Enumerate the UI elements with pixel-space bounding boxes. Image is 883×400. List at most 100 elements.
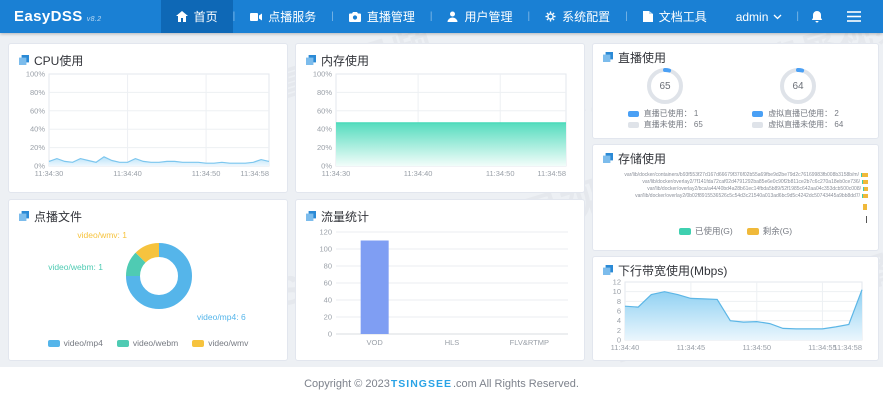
panel-live-title: 直播使用	[603, 50, 868, 65]
storage-scrollbar-thumb[interactable]	[865, 216, 867, 223]
legend-label: video/wmv	[208, 338, 249, 348]
svg-text:video/webm: 1: video/webm: 1	[48, 262, 103, 272]
gauge-legend-label: 虚拟直播未使用： 64	[768, 120, 844, 129]
svg-text:11:34:50: 11:34:50	[192, 169, 221, 178]
gauge-block: 65 直播已使用： 1 直播未使用： 65	[627, 66, 703, 130]
svg-text:60%: 60%	[30, 106, 45, 115]
user-menu-admin[interactable]: admin	[722, 0, 797, 33]
legend-item[interactable]: 已使用(G)	[678, 225, 733, 237]
menu-icon[interactable]	[835, 0, 873, 33]
svg-text:HLS: HLS	[445, 338, 460, 347]
column-left: CPU使用 0% 20% 40% 60% 80% 100% 11:34:30 11:34:40…	[8, 43, 288, 361]
legend-swatch	[627, 110, 639, 117]
svg-text:11:34:45: 11:34:45	[677, 343, 706, 352]
panel-vod-files: 点播文件 video/mp4: 6 video/webm: 1 video/wmv:…	[8, 199, 288, 361]
nav-item-label: 直播管理	[366, 10, 415, 24]
svg-text:40%: 40%	[30, 125, 45, 134]
column-middle: 内存使用 0% 20% 40% 60% 80% 100% 11:34:30 11:34:40 1…	[295, 43, 585, 361]
footer: Copyright © 2023 TSINGSEE .com All Right…	[0, 367, 883, 400]
legend-item[interactable]: 剩余(G)	[746, 225, 792, 237]
storage-row: /var/lib/docker/overlay2/0b02f8915536526…	[603, 192, 868, 199]
panel-traffic-stats: 流量统计 0 20 40 60 80 100 120 VOD HLS FLV&RTMP	[295, 199, 585, 361]
nav-item-label: 首页	[193, 10, 218, 24]
panel-bandwidth-title: 下行带宽使用(Mbps)	[603, 263, 868, 278]
svg-text:video/wmv: 1: video/wmv: 1	[77, 230, 127, 240]
copyright-text: Copyright © 2023	[304, 377, 390, 390]
nav-divider: |	[527, 11, 531, 22]
svg-text:0: 0	[328, 330, 332, 339]
svg-text:11:34:30: 11:34:30	[35, 169, 64, 178]
legend-label: 已使用(G)	[694, 226, 733, 236]
svg-text:100: 100	[319, 245, 332, 254]
app-logo[interactable]: EasyDSS v8.2	[0, 0, 116, 33]
legend-swatch	[678, 227, 691, 235]
panel-traffic-title: 流量统计	[306, 208, 574, 224]
document-icon	[642, 11, 653, 22]
svg-text:2: 2	[617, 326, 621, 335]
nav-item-vod[interactable]: 点播服务	[235, 0, 331, 33]
panel-icon	[19, 55, 29, 65]
storage-path-label: /var/lib/docker/overlay2/7f141fda72caf02…	[642, 178, 860, 185]
nav-item-users[interactable]: 用户管理	[432, 0, 527, 33]
svg-text:0: 0	[617, 336, 621, 345]
nav-item-docs[interactable]: 文档工具	[628, 0, 722, 33]
memory-usage-chart: 0% 20% 40% 60% 80% 100% 11:34:30 11:34:40 11:34:…	[313, 70, 567, 178]
panel-icon	[603, 52, 613, 62]
nav-divider: |	[796, 11, 799, 22]
bell-icon[interactable]	[799, 0, 835, 33]
storage-scroll-marks	[603, 204, 868, 223]
svg-text:20: 20	[324, 313, 332, 322]
nav-item-label: 系统配置	[562, 10, 611, 24]
svg-text:8: 8	[617, 297, 621, 306]
nav-item-home[interactable]: 首页	[160, 0, 233, 33]
app-version: v8.2	[86, 16, 102, 23]
legend-item[interactable]: video/webm	[116, 338, 179, 348]
storage-bar	[862, 193, 868, 198]
svg-text:11:34:58: 11:34:58	[240, 169, 269, 178]
legend-label: video/webm	[132, 338, 179, 348]
svg-text:60: 60	[324, 279, 332, 288]
app-title: EasyDSS	[14, 8, 83, 25]
nav-divider: |	[331, 11, 334, 22]
top-navbar: EasyDSS v8.2 首页 | 点播服务 | 直播管理 | 用户管理 | 系统配置 | 文档工具…	[0, 0, 883, 33]
gauge-legend-row: 虚拟直播未使用： 64	[752, 119, 843, 130]
legend-swatch	[746, 227, 759, 235]
live-usage-gauges: 65 直播已使用： 1 直播未使用： 65 64 虚拟直播已使用： 2 虚拟直播未使用： …	[603, 66, 868, 130]
svg-text:20%: 20%	[30, 143, 45, 152]
legend-item[interactable]: video/wmv	[192, 338, 248, 348]
legend-item[interactable]: video/mp4	[47, 338, 103, 348]
gauge-block: 64 虚拟直播已使用： 2 虚拟直播未使用： 64	[752, 66, 843, 130]
cpu-usage-chart: 0% 20% 40% 60% 80% 100% 11:34:30 11:34:40 11:34:…	[26, 70, 270, 178]
svg-text:100%: 100%	[26, 70, 46, 79]
svg-text:11:34:40: 11:34:40	[404, 169, 433, 178]
nav-item-live[interactable]: 直播管理	[334, 0, 430, 33]
panel-bandwidth: 下行带宽使用(Mbps) 0 2 4 6 8 10 12 11:34:40 11:34:45 11…	[592, 256, 879, 361]
svg-text:65: 65	[660, 81, 672, 92]
panel-title-text: CPU使用	[34, 53, 84, 68]
traffic-bar-chart: 0 20 40 60 80 100 120 VOD HLS FLV&RTMP	[319, 228, 568, 347]
panel-icon	[603, 265, 613, 275]
svg-text:10: 10	[613, 287, 621, 296]
svg-text:11:34:55: 11:34:55	[808, 343, 837, 352]
storage-row: /var/lib/docker/overlay2/bca/a44/40bd4a2…	[603, 185, 868, 192]
svg-text:80%: 80%	[30, 88, 45, 97]
panel-icon	[603, 153, 613, 163]
svg-text:4: 4	[617, 316, 621, 325]
panel-cpu-usage: CPU使用 0% 20% 40% 60% 80% 100% 11:34:30 11:34:40…	[8, 43, 288, 193]
storage-path-label: /var/lib/docker/overlay2/bca/a44/40bd4a2…	[647, 185, 861, 192]
column-right: 直播使用 65 直播已使用： 1 直播未使用： 65 64 虚拟直播已使用： 2 虚拟直播…	[592, 43, 879, 361]
svg-text:11:34:50: 11:34:50	[742, 343, 771, 352]
nav-divider: |	[232, 11, 236, 22]
storage-row: /var/lib/docker/containers/b93f553f27d16…	[603, 171, 868, 178]
panel-cpu-title: CPU使用	[19, 52, 277, 68]
legend-swatch	[627, 121, 639, 128]
legend-swatch	[752, 110, 764, 117]
gauge-legend: 虚拟直播已使用： 2 虚拟直播未使用： 64	[752, 108, 843, 130]
panel-title-text: 流量统计	[321, 209, 370, 224]
legend-swatch	[192, 339, 205, 347]
svg-text:0%: 0%	[321, 162, 332, 171]
nav-item-system[interactable]: 系统配置	[530, 0, 625, 33]
gauge-legend: 直播已使用： 1 直播未使用： 65	[627, 108, 703, 130]
